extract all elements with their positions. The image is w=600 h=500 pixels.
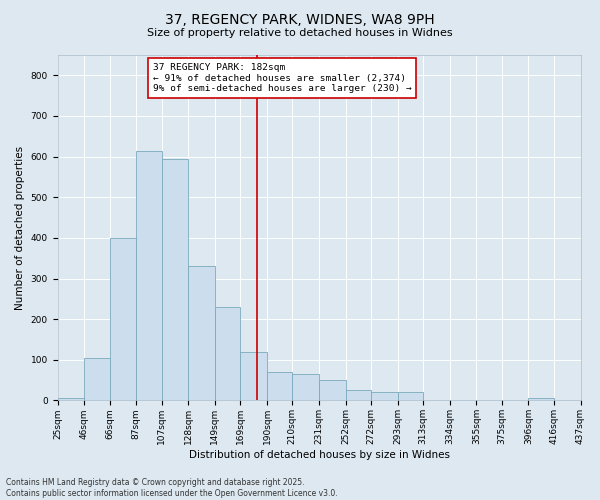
Bar: [58, 398, 84, 400]
Text: 37, REGENCY PARK, WIDNES, WA8 9PH: 37, REGENCY PARK, WIDNES, WA8 9PH: [165, 12, 435, 26]
Text: Contains HM Land Registry data © Crown copyright and database right 2025.
Contai: Contains HM Land Registry data © Crown c…: [6, 478, 338, 498]
Bar: [136, 150, 161, 400]
Bar: [110, 238, 136, 400]
Bar: [346, 390, 371, 400]
Bar: [215, 307, 241, 400]
Bar: [529, 398, 554, 400]
Bar: [161, 158, 188, 400]
Bar: [188, 266, 215, 400]
Bar: [398, 392, 423, 400]
Text: 37 REGENCY PARK: 182sqm
← 91% of detached houses are smaller (2,374)
9% of semi-: 37 REGENCY PARK: 182sqm ← 91% of detache…: [153, 63, 412, 93]
Bar: [319, 380, 346, 400]
Bar: [292, 374, 319, 400]
Text: Size of property relative to detached houses in Widnes: Size of property relative to detached ho…: [147, 28, 453, 38]
Bar: [84, 358, 110, 401]
X-axis label: Distribution of detached houses by size in Widnes: Distribution of detached houses by size …: [188, 450, 449, 460]
Bar: [241, 352, 267, 401]
Bar: [267, 372, 292, 400]
Bar: [371, 392, 398, 400]
Y-axis label: Number of detached properties: Number of detached properties: [15, 146, 25, 310]
